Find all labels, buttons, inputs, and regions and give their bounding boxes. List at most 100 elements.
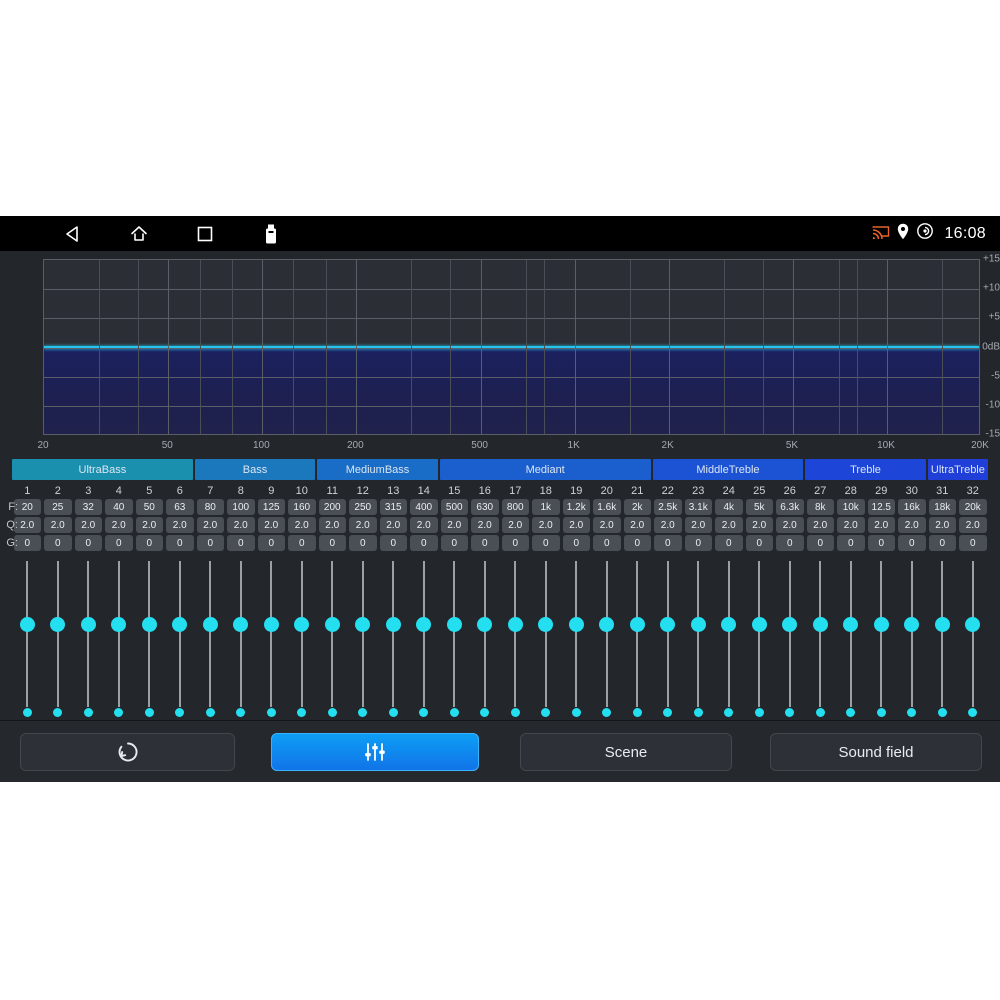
band-group-mediumbass[interactable]: MediumBass — [317, 459, 438, 480]
recents-nav-icon[interactable] — [172, 216, 238, 251]
slider-thumb[interactable] — [385, 617, 401, 632]
slider-base-dot[interactable] — [297, 708, 307, 717]
slider-base-dot[interactable] — [83, 708, 93, 717]
band-slider[interactable] — [348, 557, 379, 725]
slider-track[interactable] — [239, 561, 242, 707]
slider-thumb[interactable] — [965, 617, 981, 632]
band-slider[interactable] — [653, 557, 684, 725]
gain-cell[interactable]: 0 — [867, 535, 895, 551]
slider-thumb[interactable] — [80, 617, 96, 632]
band-slider[interactable] — [958, 557, 989, 725]
frequency-cell[interactable]: 40 — [105, 499, 133, 515]
slider-thumb[interactable] — [782, 617, 798, 632]
slider-track[interactable] — [575, 561, 578, 707]
frequency-cell[interactable]: 16k — [898, 499, 926, 515]
slider-thumb[interactable] — [599, 617, 615, 632]
slider-base-dot[interactable] — [632, 708, 642, 717]
gain-cell[interactable]: 0 — [440, 535, 468, 551]
slider-track[interactable] — [483, 561, 486, 707]
band-slider[interactable] — [622, 557, 653, 725]
gain-cell[interactable]: 0 — [318, 535, 346, 551]
band-slider[interactable] — [531, 557, 562, 725]
gain-cell[interactable]: 0 — [166, 535, 194, 551]
frequency-cell[interactable]: 8k — [806, 499, 834, 515]
slider-base-dot[interactable] — [480, 708, 490, 717]
q-factor-cell[interactable]: 2.0 — [288, 517, 316, 533]
slider-track[interactable] — [880, 561, 883, 707]
slider-base-dot[interactable] — [968, 708, 978, 717]
slider-base-dot[interactable] — [541, 708, 551, 717]
slider-track[interactable] — [910, 561, 913, 707]
slider-base-dot[interactable] — [571, 708, 581, 717]
band-slider[interactable] — [104, 557, 135, 725]
reset-button[interactable] — [20, 733, 235, 771]
gain-cell[interactable]: 0 — [715, 535, 743, 551]
slider-base-dot[interactable] — [175, 708, 185, 717]
gain-cell[interactable]: 0 — [379, 535, 407, 551]
q-factor-cell[interactable]: 2.0 — [501, 517, 529, 533]
slider-track[interactable] — [971, 561, 974, 707]
band-slider[interactable] — [805, 557, 836, 725]
gain-cell[interactable]: 0 — [471, 535, 499, 551]
band-slider[interactable] — [927, 557, 958, 725]
band-slider[interactable] — [744, 557, 775, 725]
band-slider[interactable] — [561, 557, 592, 725]
frequency-cell[interactable]: 400 — [410, 499, 438, 515]
slider-track[interactable] — [697, 561, 700, 707]
q-factor-cell[interactable]: 2.0 — [593, 517, 621, 533]
slider-base-dot[interactable] — [510, 708, 520, 717]
q-factor-cell[interactable]: 2.0 — [74, 517, 102, 533]
band-group-middletreble[interactable]: MiddleTreble — [652, 459, 804, 480]
frequency-cell[interactable]: 18k — [928, 499, 956, 515]
frequency-cell[interactable]: 2.5k — [654, 499, 682, 515]
gain-cell[interactable]: 0 — [959, 535, 987, 551]
gain-cell[interactable]: 0 — [654, 535, 682, 551]
slider-thumb[interactable] — [111, 617, 127, 632]
gain-cell[interactable]: 0 — [776, 535, 804, 551]
gain-cell[interactable]: 0 — [44, 535, 72, 551]
q-factor-cell[interactable]: 2.0 — [562, 517, 590, 533]
q-factor-cell[interactable]: 2.0 — [867, 517, 895, 533]
slider-thumb[interactable] — [690, 617, 706, 632]
gain-cell[interactable]: 0 — [105, 535, 133, 551]
band-slider[interactable] — [43, 557, 74, 725]
slider-base-dot[interactable] — [876, 708, 886, 717]
frequency-cell[interactable]: 2k — [623, 499, 651, 515]
slider-track[interactable] — [727, 561, 730, 707]
q-factor-cell[interactable]: 2.0 — [196, 517, 224, 533]
slider-track[interactable] — [453, 561, 456, 707]
q-factor-cell[interactable]: 2.0 — [135, 517, 163, 533]
frequency-cell[interactable]: 80 — [196, 499, 224, 515]
band-slider[interactable] — [775, 557, 806, 725]
gain-cell[interactable]: 0 — [928, 535, 956, 551]
frequency-cell[interactable]: 6.3k — [776, 499, 804, 515]
slider-thumb[interactable] — [477, 617, 493, 632]
slider-thumb[interactable] — [446, 617, 462, 632]
slider-track[interactable] — [849, 561, 852, 707]
gain-cell[interactable]: 0 — [745, 535, 773, 551]
gain-cell[interactable]: 0 — [837, 535, 865, 551]
band-slider[interactable] — [12, 557, 43, 725]
sound-field-button[interactable]: Sound field — [770, 733, 982, 771]
slider-base-dot[interactable] — [602, 708, 612, 717]
q-factor-cell[interactable]: 2.0 — [898, 517, 926, 533]
q-factor-cell[interactable]: 2.0 — [410, 517, 438, 533]
slider-track[interactable] — [819, 561, 822, 707]
frequency-cell[interactable]: 315 — [379, 499, 407, 515]
back-nav-icon[interactable] — [40, 216, 106, 251]
q-factor-cell[interactable]: 2.0 — [318, 517, 346, 533]
slider-track[interactable] — [300, 561, 303, 707]
gain-cell[interactable]: 0 — [562, 535, 590, 551]
band-slider[interactable] — [195, 557, 226, 725]
band-slider[interactable] — [500, 557, 531, 725]
slider-thumb[interactable] — [904, 617, 920, 632]
slider-thumb[interactable] — [324, 617, 340, 632]
slider-thumb[interactable] — [507, 617, 523, 632]
slider-thumb[interactable] — [721, 617, 737, 632]
slider-thumb[interactable] — [843, 617, 859, 632]
slider-thumb[interactable] — [233, 617, 249, 632]
slider-thumb[interactable] — [629, 617, 645, 632]
q-factor-cell[interactable]: 2.0 — [471, 517, 499, 533]
frequency-cell[interactable]: 3.1k — [684, 499, 712, 515]
band-group-bass[interactable]: Bass — [194, 459, 316, 480]
